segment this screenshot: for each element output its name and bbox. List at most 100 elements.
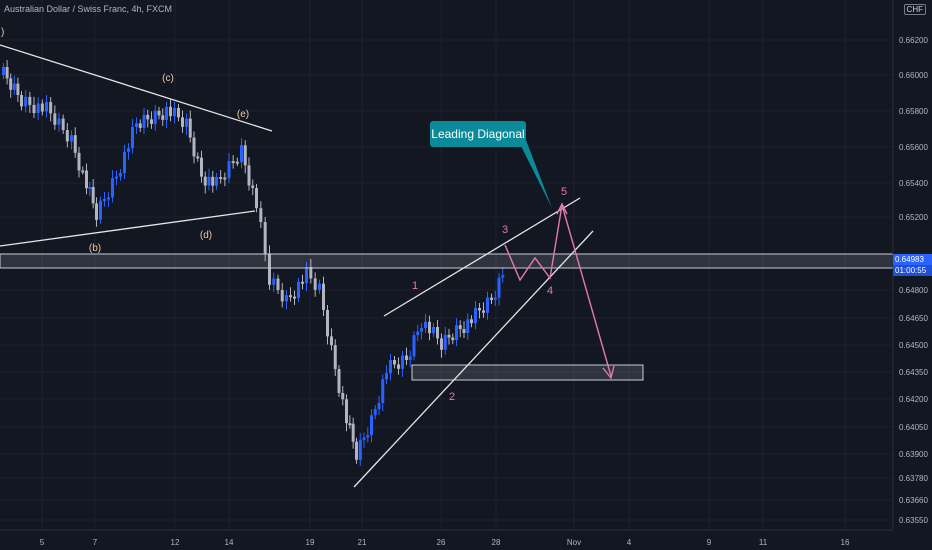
candle-body: [235, 161, 239, 164]
candle-body: [285, 295, 288, 302]
candle-body: [440, 338, 443, 350]
price-tick-label: 0.64350: [899, 368, 928, 377]
time-axis: 5 7 12 14 19 21 26 28 Nov 4 9 11 16: [0, 529, 893, 547]
price-tick-label: 0.63780: [899, 474, 928, 483]
candle-body: [272, 278, 276, 285]
candle-body: [474, 308, 477, 324]
candle-body: [428, 321, 431, 334]
candle-body: [215, 177, 218, 186]
candle-body: [28, 96, 32, 105]
candle-body: [192, 137, 196, 157]
resistance-zone: [0, 253, 894, 269]
candle-body: [247, 165, 251, 186]
diagonal-upper-line: [383, 197, 581, 317]
projected-wave-path: [504, 204, 563, 282]
candle-body: [462, 329, 466, 333]
candle-body: [490, 297, 493, 300]
candle-body: [318, 283, 321, 290]
candle-body: [150, 119, 153, 124]
candle-body: [276, 278, 280, 290]
candle-body: [497, 277, 501, 298]
currency-badge[interactable]: CHF: [903, 4, 926, 15]
diagonal-wave-label: 3: [502, 224, 508, 236]
candle-body: [45, 102, 48, 112]
candle-body: [185, 118, 188, 127]
candle-body: [351, 423, 355, 442]
candle-body: [443, 334, 447, 350]
candle-body: [36, 103, 40, 113]
candle-body: [458, 325, 462, 330]
time-tick-label: 16: [841, 538, 850, 547]
candle-body: [345, 399, 348, 424]
candle-body: [157, 110, 161, 116]
price-tick-label: 0.64500: [899, 341, 928, 350]
candle-body: [240, 145, 243, 163]
candle-body: [255, 188, 258, 209]
candle-body: [501, 275, 505, 278]
diagonal-wave-label: 1: [412, 280, 418, 292]
candle-body: [259, 208, 263, 222]
triangle-wave-label: (e): [237, 109, 249, 120]
diagonal-wave-label: 2: [449, 391, 455, 403]
candle-body: [40, 103, 44, 112]
triangle-wave-label: (c): [162, 73, 174, 84]
candle-body: [200, 157, 203, 177]
candle-body: [88, 187, 92, 189]
candle-body: [377, 403, 381, 410]
candle-body: [111, 178, 114, 198]
candle-body: [53, 113, 57, 125]
candle-body: [309, 267, 313, 279]
candle-body: [207, 176, 211, 186]
time-tick-label: 7: [93, 538, 98, 547]
candle-body: [401, 355, 404, 369]
candle-body: [493, 297, 497, 300]
time-tick-label: 14: [225, 538, 234, 547]
price-tick-label: 0.66000: [899, 71, 928, 80]
candle-body: [161, 115, 165, 120]
candle-body: [420, 328, 423, 332]
triangle-upper-line: [0, 44, 273, 132]
price-tick-label: 0.63900: [899, 450, 928, 459]
candle-body: [436, 327, 439, 339]
price-tick-label: 0.63550: [899, 516, 928, 525]
triangle-wave-label: (b): [89, 243, 101, 254]
time-tick-label: Nov: [567, 538, 581, 547]
candle-body: [412, 335, 416, 357]
triangle-wave-label-partial: ): [1, 27, 4, 38]
arrow-head-up: [556, 202, 568, 215]
countdown-tag: 01:00:55: [893, 265, 932, 276]
leading-diagonal-callout: Leading Diagonal: [430, 121, 526, 147]
candle-body: [99, 200, 102, 220]
candle-body: [231, 161, 235, 164]
candle-body: [362, 437, 366, 440]
grid: [0, 0, 893, 530]
candle-body: [333, 345, 337, 370]
triangle-lower-line: [0, 210, 256, 247]
candle-body: [9, 78, 13, 90]
price-tick-label: 0.66200: [899, 36, 928, 45]
candle-body: [91, 187, 95, 204]
target-zone: [411, 364, 644, 381]
candle-body: [119, 173, 122, 177]
overlays: (b) (c) (d) (e)) 1 2 3 4 5: [0, 27, 894, 488]
price-tick-label: 0.64200: [899, 395, 928, 404]
candle-body: [211, 176, 215, 186]
candle-body: [405, 355, 408, 360]
time-tick-label: 12: [171, 538, 180, 547]
candle-body: [142, 114, 146, 128]
candle-body: [408, 356, 412, 360]
candle-body: [355, 441, 358, 460]
candle-body: [181, 117, 184, 127]
candle-body: [358, 439, 362, 460]
candle-body: [115, 176, 118, 179]
candle-body: [153, 110, 157, 124]
candle-body: [322, 283, 325, 310]
price-tick-label: 0.64650: [899, 314, 928, 323]
candle-body: [2, 67, 5, 75]
candle-body: [280, 290, 284, 302]
candle-body: [263, 222, 267, 254]
candle-body: [77, 152, 81, 171]
candle-body: [466, 319, 470, 333]
price-tick-label: 0.65800: [899, 107, 928, 116]
